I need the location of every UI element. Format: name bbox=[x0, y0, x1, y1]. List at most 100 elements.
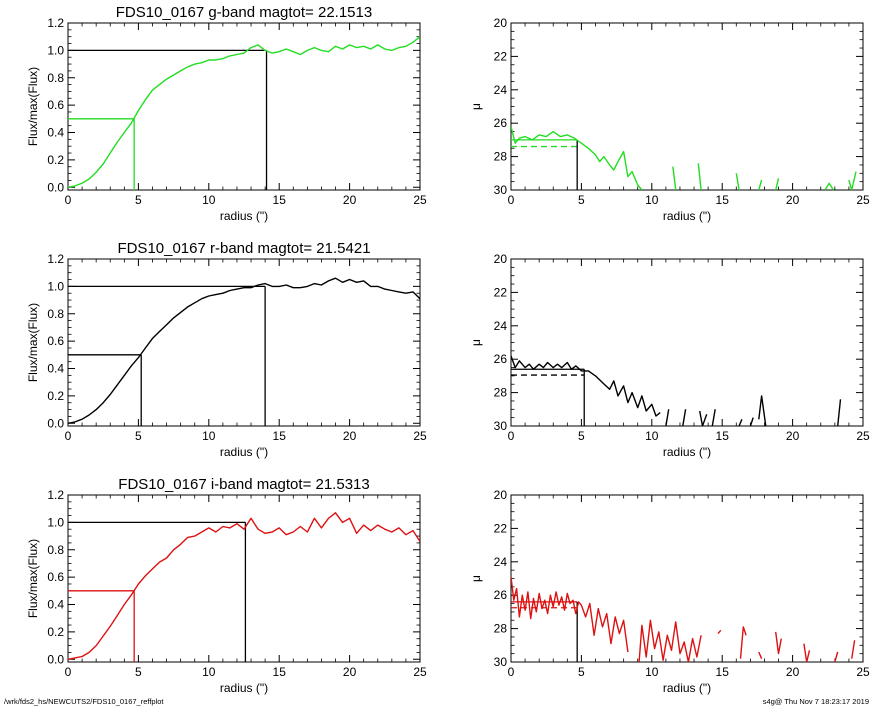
x-tick-label: 25 bbox=[856, 429, 870, 443]
data-line bbox=[68, 277, 420, 424]
x-axis-label: radius (") bbox=[220, 445, 268, 459]
y-tick-label: 0.8 bbox=[47, 71, 64, 85]
x-tick-label: 0 bbox=[508, 665, 515, 679]
data-line bbox=[834, 651, 839, 662]
y-tick-label: 30 bbox=[494, 419, 508, 433]
data-line bbox=[68, 512, 420, 660]
x-tick-label: 5 bbox=[135, 429, 142, 443]
y-tick-label: 0.0 bbox=[47, 652, 64, 666]
plot-frame bbox=[67, 494, 421, 663]
x-tick-label: 10 bbox=[202, 665, 216, 679]
plot-area bbox=[68, 277, 420, 426]
x-tick-label: 5 bbox=[135, 193, 142, 207]
plot-frame bbox=[510, 494, 864, 663]
panel-title: FDS10_0167 r-band magtot= 21.5421 bbox=[117, 240, 370, 257]
x-axis-label: radius (") bbox=[663, 681, 711, 695]
x-tick-label: 20 bbox=[786, 429, 800, 443]
y-tick-label: 0.8 bbox=[47, 543, 64, 557]
y-tick-label: 0.0 bbox=[47, 180, 64, 194]
y-axis-label: μ bbox=[469, 339, 483, 346]
x-tick-label: 15 bbox=[716, 193, 730, 207]
plot-frame bbox=[67, 22, 421, 191]
y-axis-label: μ bbox=[469, 575, 483, 582]
y-tick-label: 1.2 bbox=[47, 488, 64, 502]
y-tick-label: 28 bbox=[494, 386, 508, 400]
data-line bbox=[711, 409, 716, 426]
y-tick-label: 26 bbox=[494, 588, 508, 602]
y-tick-label: 0.6 bbox=[47, 570, 64, 584]
footer-file-path: /wrk/fds2_hs/NEWCUTS2/FDS10_0167_reffplo… bbox=[4, 697, 164, 706]
panel-title: FDS10_0167 i-band magtot= 21.5313 bbox=[118, 476, 369, 493]
y-tick-label: 30 bbox=[494, 655, 508, 669]
y-axis-label: μ bbox=[469, 103, 483, 110]
y-tick-label: 30 bbox=[494, 183, 508, 197]
y-axis-label: Flux/max(Flux) bbox=[26, 539, 40, 618]
x-tick-label: 0 bbox=[508, 193, 515, 207]
y-tick-label: 1.2 bbox=[47, 252, 64, 266]
x-tick-label: 15 bbox=[273, 665, 287, 679]
panel-i-growth: 0 5 10 15 20 25 0.0 0.2 0.4 0.6 0.8 1.0 1.2 radius ("… bbox=[26, 476, 427, 695]
panel-g-profile: 0 5 10 15 20 25 20 22 24 26 28 30 radius (") μ bbox=[469, 16, 870, 223]
y-tick-label: 24 bbox=[494, 83, 508, 97]
y-tick-label: 26 bbox=[494, 352, 508, 366]
data-line bbox=[851, 640, 856, 659]
data-line bbox=[717, 629, 722, 635]
x-tick-label: 15 bbox=[273, 193, 287, 207]
data-line bbox=[848, 171, 857, 190]
x-tick-label: 5 bbox=[578, 665, 585, 679]
x-tick-label: 5 bbox=[578, 429, 585, 443]
y-tick-label: 0.4 bbox=[47, 362, 64, 376]
y-tick-label: 22 bbox=[494, 285, 508, 299]
data-line bbox=[697, 163, 702, 190]
x-tick-label: 0 bbox=[65, 665, 72, 679]
data-line bbox=[638, 619, 702, 662]
x-tick-label: 20 bbox=[786, 665, 800, 679]
data-line bbox=[511, 355, 661, 417]
data-line bbox=[511, 126, 643, 190]
y-tick-label: 0.8 bbox=[47, 307, 64, 321]
y-tick-label: 22 bbox=[494, 49, 508, 63]
y-tick-label: 0.0 bbox=[47, 416, 64, 430]
y-tick-label: 0.2 bbox=[47, 625, 64, 639]
y-tick-label: 24 bbox=[494, 319, 508, 333]
plot-area bbox=[68, 512, 420, 662]
x-tick-label: 20 bbox=[343, 429, 357, 443]
x-tick-label: 0 bbox=[65, 429, 72, 443]
data-line bbox=[758, 651, 763, 659]
data-line bbox=[775, 631, 782, 655]
y-tick-label: 1.0 bbox=[47, 43, 64, 57]
data-line bbox=[749, 417, 754, 426]
x-tick-label: 20 bbox=[343, 665, 357, 679]
plot-area bbox=[511, 355, 842, 426]
x-tick-label: 10 bbox=[645, 193, 659, 207]
panel-r-profile: 0 5 10 15 20 25 20 22 24 26 28 30 radius (") μ bbox=[469, 252, 870, 459]
data-line bbox=[682, 409, 687, 426]
y-tick-label: 1.0 bbox=[47, 515, 64, 529]
panel-r-growth: 0 5 10 15 20 25 0.0 0.2 0.4 0.6 0.8 1.0 1.2 radius ("… bbox=[26, 240, 427, 459]
x-axis-label: radius (") bbox=[220, 209, 268, 223]
data-line bbox=[738, 419, 743, 426]
data-line bbox=[775, 178, 780, 190]
x-tick-label: 25 bbox=[856, 193, 870, 207]
x-tick-label: 25 bbox=[413, 193, 427, 207]
y-tick-label: 1.2 bbox=[47, 16, 64, 30]
x-tick-label: 25 bbox=[413, 429, 427, 443]
x-tick-label: 15 bbox=[716, 429, 730, 443]
x-axis-label: radius (") bbox=[220, 681, 268, 695]
data-line bbox=[511, 576, 629, 653]
y-tick-label: 0.4 bbox=[47, 126, 64, 140]
data-line bbox=[758, 395, 767, 426]
x-axis-label: radius (") bbox=[663, 209, 711, 223]
data-line bbox=[665, 409, 670, 426]
y-tick-label: 0.2 bbox=[47, 153, 64, 167]
data-line bbox=[739, 626, 747, 659]
data-line bbox=[735, 173, 740, 190]
data-line bbox=[803, 643, 811, 662]
panel-title: FDS10_0167 g-band magtot= 22.1513 bbox=[116, 4, 372, 21]
data-line bbox=[68, 36, 420, 188]
y-tick-label: 20 bbox=[494, 16, 508, 30]
plot-area bbox=[511, 126, 857, 190]
data-line bbox=[837, 399, 842, 426]
x-tick-label: 10 bbox=[202, 193, 216, 207]
